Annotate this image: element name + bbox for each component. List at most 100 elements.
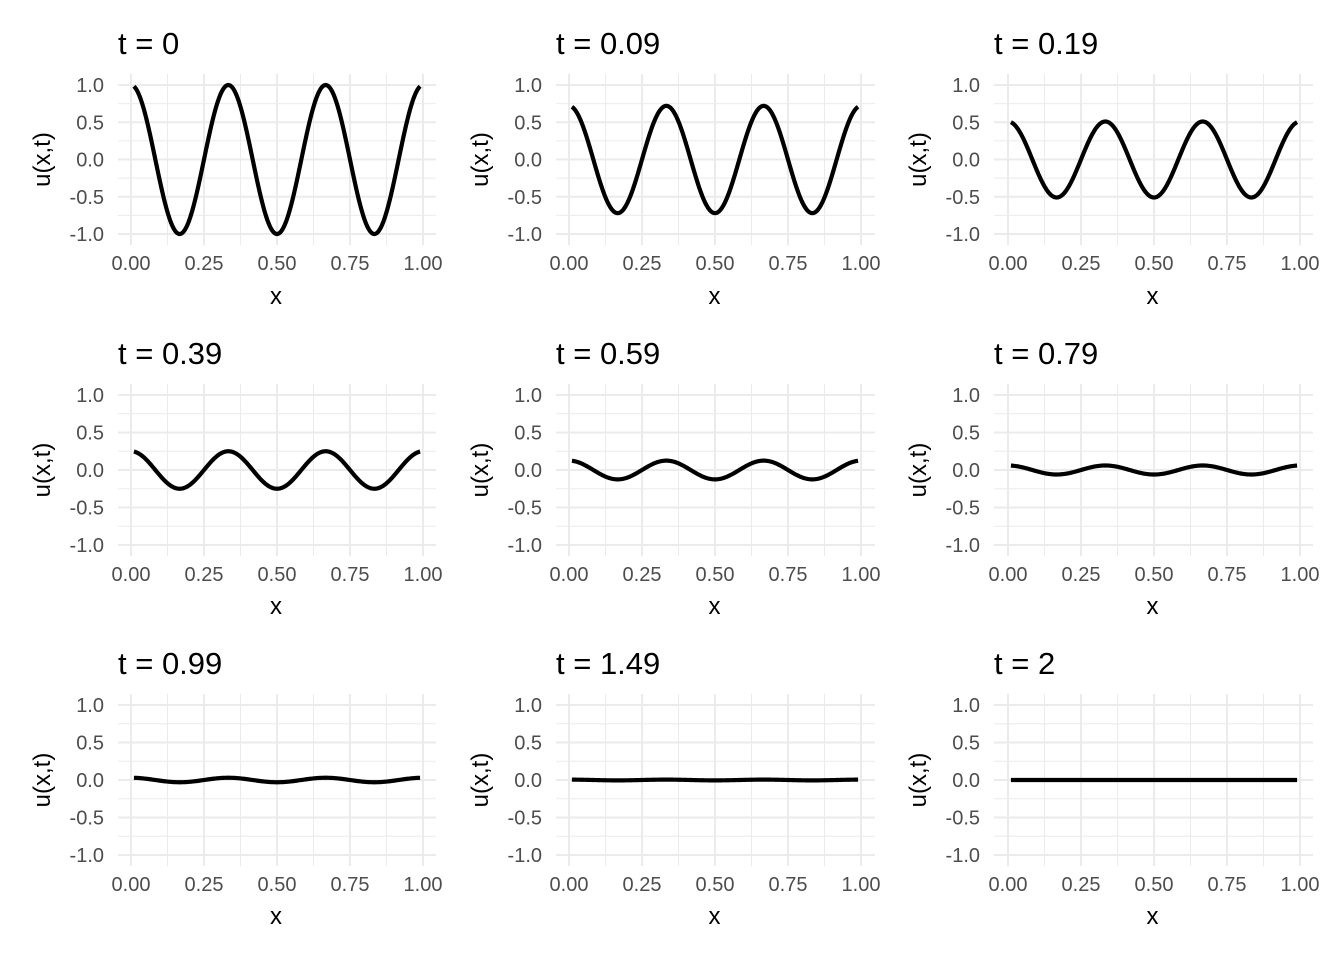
y-tick-label: 0.5 (952, 423, 980, 445)
x-tick-label: 0.25 (1062, 253, 1101, 275)
panel-title: t = 0.99 (118, 646, 222, 681)
x-tick-label: 1.00 (1281, 874, 1320, 896)
series-line (132, 82, 422, 237)
y-tick-label: 0.0 (76, 770, 104, 792)
series-line (570, 777, 860, 783)
series-line (132, 775, 422, 785)
y-tick-label: -1.0 (70, 845, 104, 867)
y-tick-label: 0.0 (952, 770, 980, 792)
y-tick-label: 1.0 (514, 695, 542, 717)
y-tick-label: -1.0 (508, 845, 542, 867)
y-tick-label: -0.5 (70, 808, 104, 830)
y-tick-label: 0.5 (514, 733, 542, 755)
x-tick-label: 1.00 (1281, 253, 1320, 275)
y-tick-label: 0.5 (76, 423, 104, 445)
y-tick-label: -1.0 (946, 845, 980, 867)
x-tick-label: 0.75 (769, 253, 808, 275)
x-tick-label: 0.50 (696, 253, 735, 275)
y-tick-label: -1.0 (508, 224, 542, 246)
y-tick-label: 0.5 (76, 733, 104, 755)
y-tick-label: -0.5 (70, 187, 104, 209)
y-tick-label: -1.0 (946, 535, 980, 557)
x-tick-label: 1.00 (1281, 564, 1320, 586)
x-tick-label: 0.75 (769, 874, 808, 896)
y-tick-label: 1.0 (76, 75, 104, 97)
y-tick-label: 0.0 (514, 460, 542, 482)
x-axis-title: x (709, 593, 721, 620)
panel-title: t = 0.79 (994, 336, 1098, 371)
y-tick-label: -1.0 (946, 224, 980, 246)
panel-title: t = 1.49 (556, 646, 660, 681)
x-tick-label: 1.00 (404, 253, 443, 275)
panel-2: 0.00 0.25 0.50 0.75 1.00 -1.0 -0.5 0.0 0.5 1.0 t =… (467, 26, 880, 310)
y-tick-label: 1.0 (952, 75, 980, 97)
y-tick-label: -0.5 (508, 808, 542, 830)
series-line (570, 103, 860, 216)
y-tick-label: 0.5 (952, 733, 980, 755)
y-tick-label: -0.5 (946, 187, 980, 209)
y-tick-label: 1.0 (76, 385, 104, 407)
x-tick-label: 0.00 (989, 253, 1028, 275)
x-tick-label: 0.75 (331, 253, 370, 275)
panel-title: t = 0.09 (556, 26, 660, 61)
y-tick-label: -1.0 (508, 535, 542, 557)
x-tick-label: 0.50 (696, 874, 735, 896)
x-tick-label: 0.00 (550, 874, 589, 896)
panel-7: 0.00 0.25 0.50 0.75 1.00 -1.0 -0.5 0.0 0.5 1.0 t =… (29, 646, 442, 930)
y-axis-title: u(x,t) (467, 443, 494, 498)
y-axis-title: u(x,t) (467, 132, 494, 187)
y-tick-label: -1.0 (70, 224, 104, 246)
x-tick-label: 0.00 (989, 564, 1028, 586)
x-axis-title: x (270, 283, 282, 310)
panel-title: t = 0.59 (556, 336, 660, 371)
y-tick-label: -0.5 (508, 187, 542, 209)
y-tick-label: 0.5 (514, 112, 542, 134)
y-axis-title: u(x,t) (467, 753, 494, 808)
y-tick-label: -0.5 (70, 498, 104, 520)
x-tick-label: 1.00 (842, 564, 881, 586)
x-tick-label: 0.00 (112, 874, 151, 896)
y-tick-label: 0.0 (76, 150, 104, 172)
x-tick-label: 0.50 (258, 874, 297, 896)
x-tick-label: 0.25 (1062, 564, 1101, 586)
y-tick-label: 1.0 (952, 385, 980, 407)
y-axis-title: u(x,t) (905, 443, 932, 498)
x-tick-label: 0.25 (185, 253, 224, 275)
x-tick-label: 0.25 (623, 253, 662, 275)
x-axis-title: x (709, 903, 721, 930)
x-tick-label: 0.75 (331, 874, 370, 896)
series-line (1009, 119, 1299, 200)
x-axis-title: x (1147, 593, 1159, 620)
y-axis-title: u(x,t) (29, 443, 56, 498)
panel-title: t = 0 (118, 26, 179, 61)
y-tick-label: 1.0 (76, 695, 104, 717)
y-tick-label: 0.0 (76, 460, 104, 482)
y-tick-label: 1.0 (514, 75, 542, 97)
x-tick-label: 0.75 (769, 564, 808, 586)
x-tick-label: 0.75 (1208, 564, 1247, 586)
series-line (1009, 463, 1299, 477)
y-axis-title: u(x,t) (29, 132, 56, 187)
x-axis-title: x (270, 903, 282, 930)
panel-5: 0.00 0.25 0.50 0.75 1.00 -1.0 -0.5 0.0 0.5 1.0 t =… (467, 336, 880, 620)
x-tick-label: 0.25 (623, 564, 662, 586)
panel-1: 0.00 0.25 0.50 0.75 1.00 -1.0 -0.5 0.0 0.5 1.0 t =… (29, 26, 442, 310)
y-tick-label: 0.0 (514, 770, 542, 792)
x-tick-label: 1.00 (842, 253, 881, 275)
x-tick-label: 0.75 (1208, 874, 1247, 896)
y-tick-label: -1.0 (70, 535, 104, 557)
x-tick-label: 0.75 (1208, 253, 1247, 275)
x-tick-label: 1.00 (842, 874, 881, 896)
y-tick-label: 0.0 (514, 150, 542, 172)
x-tick-label: 0.50 (696, 564, 735, 586)
x-tick-label: 0.25 (185, 564, 224, 586)
panel-title: t = 0.39 (118, 336, 222, 371)
x-tick-label: 0.00 (550, 253, 589, 275)
x-tick-label: 0.25 (1062, 874, 1101, 896)
x-axis-title: x (1147, 283, 1159, 310)
y-axis-title: u(x,t) (905, 753, 932, 808)
y-tick-label: 0.0 (952, 150, 980, 172)
x-tick-label: 0.50 (1135, 874, 1174, 896)
panel-title: t = 2 (994, 646, 1055, 681)
